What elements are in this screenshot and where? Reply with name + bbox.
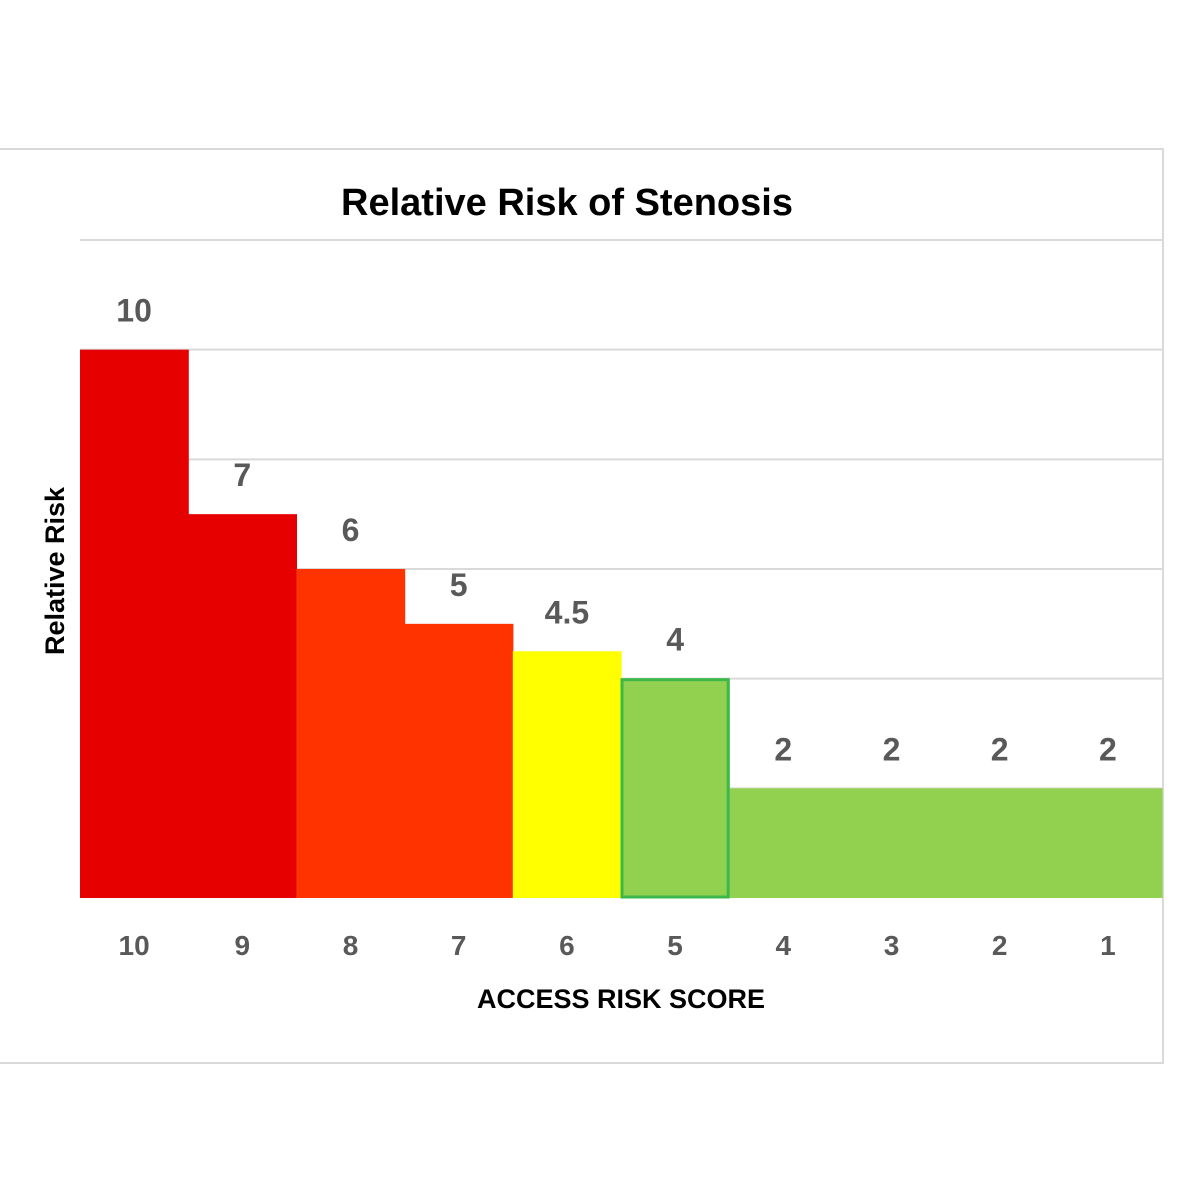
data-label: 2 <box>1099 731 1117 767</box>
data-label: 2 <box>774 731 792 767</box>
y-axis-title: Relative Risk <box>40 486 70 655</box>
bar <box>296 569 406 898</box>
data-label: 10 <box>116 293 152 329</box>
bar <box>729 788 838 898</box>
bar <box>945 788 1055 898</box>
data-label: 5 <box>450 567 468 603</box>
bars <box>80 349 1163 899</box>
bar <box>80 349 189 899</box>
x-tick-label: 3 <box>884 930 900 961</box>
x-tick-label: 6 <box>559 930 575 961</box>
data-labels: 10 7 6 5 4.5 4 2 2 2 2 <box>116 293 1116 768</box>
data-label: 2 <box>883 731 901 767</box>
x-tick-label: 2 <box>992 930 1008 961</box>
bar <box>188 514 297 898</box>
x-axis-title: ACCESS RISK SCORE <box>477 984 765 1014</box>
x-tick-label: 8 <box>343 930 359 961</box>
bar <box>512 651 622 898</box>
x-tick-label: 5 <box>667 930 683 961</box>
bar <box>837 788 947 898</box>
data-label: 7 <box>233 457 251 493</box>
data-label: 2 <box>991 731 1009 767</box>
bar <box>1053 788 1163 898</box>
data-label: 6 <box>342 512 360 548</box>
chart-title: Relative Risk of Stenosis <box>341 182 793 224</box>
x-tick-label: 1 <box>1100 930 1116 961</box>
bar-outline <box>620 678 730 899</box>
x-tick-labels: 10 9 8 7 6 5 4 3 2 1 <box>119 930 1116 961</box>
x-tick-label: 7 <box>451 930 467 961</box>
bar <box>621 678 730 898</box>
data-label: 4.5 <box>545 594 589 630</box>
bar <box>404 623 514 898</box>
data-label: 4 <box>666 622 684 658</box>
x-tick-label: 9 <box>235 930 251 961</box>
x-tick-label: 10 <box>119 930 150 961</box>
x-tick-label: 4 <box>776 930 792 961</box>
